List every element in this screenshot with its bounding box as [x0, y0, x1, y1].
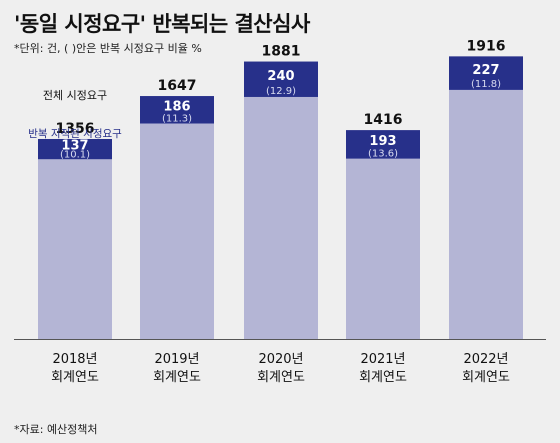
category-label-type-1: 회계연도	[153, 370, 201, 385]
bar-total-0	[38, 138, 112, 339]
bar-total-3	[346, 130, 420, 339]
total-value-label-1: 1647	[158, 78, 197, 94]
total-value-label-4: 1916	[467, 38, 506, 54]
bar-repeat-4	[449, 56, 523, 90]
legend-repeat-label: 반복 지적된 시정요구	[28, 128, 122, 140]
repeat-value-label-0: 137	[61, 138, 88, 153]
repeat-value-label-1: 186	[163, 99, 190, 114]
bar-repeat-3	[346, 130, 420, 159]
source-note: *자료: 예산정책처	[14, 423, 98, 436]
chart-title: '동일 시정요구' 반복되는 결산심사	[14, 12, 310, 36]
category-label-type-2: 회계연도	[257, 370, 305, 385]
category-label-type-0: 회계연도	[51, 370, 99, 385]
repeat-value-label-4: 227	[472, 63, 499, 78]
repeat-ratio-label-1: (11.3)	[162, 113, 192, 124]
legend-total-label: 전체 시정요구	[43, 89, 107, 102]
category-label-year-4: 2022년	[463, 352, 508, 367]
category-label-year-3: 2021년	[360, 352, 405, 367]
category-label-type-4: 회계연도	[462, 370, 510, 385]
bar-total-4	[449, 56, 523, 339]
bar-repeat-2	[244, 61, 318, 97]
repeat-ratio-label-3: (13.6)	[368, 148, 398, 159]
total-value-label-0: 1356	[56, 121, 95, 137]
bar-total-1	[140, 96, 214, 339]
category-label-type-3: 회계연도	[359, 370, 407, 385]
bar-repeat-0	[38, 138, 112, 160]
repeat-ratio-label-4: (11.8)	[471, 79, 501, 90]
bar-total-2	[244, 61, 318, 340]
repeat-ratio-label-0: (10.1)	[60, 150, 90, 161]
category-label-year-0: 2018년	[52, 352, 97, 367]
unit-note: *단위: 건, ( )안은 반복 시정요구 비율 %	[14, 42, 202, 55]
repeat-ratio-label-2: (12.9)	[266, 86, 296, 97]
category-label-year-2: 2020년	[258, 352, 303, 367]
total-value-label-2: 1881	[262, 44, 301, 60]
bar-repeat-1	[140, 96, 214, 124]
repeat-value-label-3: 193	[369, 134, 396, 149]
category-label-year-1: 2019년	[154, 352, 199, 367]
total-value-label-3: 1416	[364, 112, 403, 128]
repeat-value-label-2: 240	[267, 69, 294, 84]
